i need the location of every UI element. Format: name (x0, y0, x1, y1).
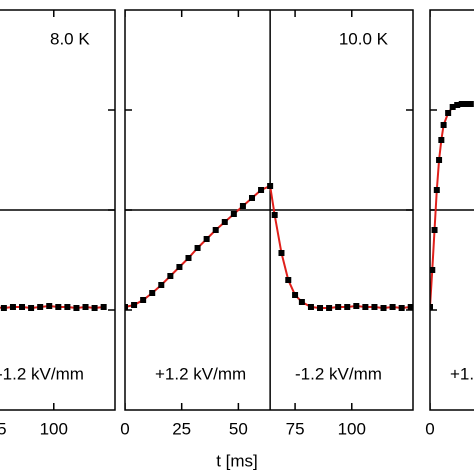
data-point (436, 157, 443, 163)
annotation: 10.0 K (339, 29, 389, 48)
data-point (292, 292, 299, 298)
annotation: +1.2 kV/mm (155, 364, 246, 383)
annotation: -1.2 kV/mm (0, 364, 84, 383)
panel: 0 25 50 75 100 10.0 K +1.2 kV/mm -1.2 kV/mm t [m… (120, 9, 414, 470)
x-axis-label: t [ms] (216, 451, 258, 470)
data-point (28, 305, 35, 311)
data-point (298, 299, 305, 305)
data-point (440, 122, 447, 128)
data-point (194, 245, 201, 251)
data-point (449, 104, 456, 110)
data-point (430, 304, 433, 310)
annotation: -1.2 kV/mm (295, 364, 382, 383)
data-point (73, 305, 80, 311)
data-point (37, 304, 44, 310)
panel-frame (124, 9, 414, 411)
data-point (167, 273, 174, 279)
fit-line (125, 184, 411, 310)
data-point (185, 255, 192, 261)
x-tick-label: 75 (0, 419, 7, 438)
x-tick-label: 25 (172, 419, 191, 438)
data-point (278, 250, 285, 256)
data-point (149, 290, 156, 296)
data-point (82, 304, 89, 310)
plot-area (430, 10, 474, 410)
data-point (317, 305, 324, 311)
data-point (230, 211, 237, 217)
data-point (431, 227, 438, 233)
x-tick-label: 50 (229, 419, 248, 438)
data-point (433, 187, 440, 193)
x-tick-label: 100 (338, 419, 366, 438)
data-point (467, 101, 474, 107)
data-point (46, 303, 53, 309)
data-point (258, 187, 265, 193)
data-point (454, 102, 461, 108)
data-point (326, 305, 333, 311)
x-tick-label: 100 (40, 419, 68, 438)
data-point (55, 304, 62, 310)
plot-area (0, 10, 115, 410)
data-point (445, 110, 452, 116)
data-point (140, 297, 147, 303)
data-point (9, 304, 16, 310)
panel-frame (429, 9, 474, 411)
fit-line (430, 103, 471, 308)
data-point (125, 304, 128, 310)
data-point (380, 305, 387, 311)
data-point (176, 264, 183, 270)
data-point (239, 203, 246, 209)
data-point (212, 227, 219, 233)
data-point (248, 195, 255, 201)
data-point (203, 236, 210, 242)
annotation: +1.2 kV/mm (450, 364, 474, 383)
data-point (458, 101, 465, 107)
data-point (344, 304, 351, 310)
data-point (389, 304, 396, 310)
data-point (398, 305, 405, 311)
data-point (100, 304, 107, 310)
data-point (0, 305, 7, 311)
data-point (271, 212, 278, 218)
data-point (285, 277, 292, 283)
data-point (64, 304, 71, 310)
data-point (407, 304, 413, 310)
data-point (371, 304, 378, 310)
data-point (463, 101, 470, 107)
data-point (158, 282, 165, 288)
data-point (221, 219, 228, 225)
data-point (267, 183, 274, 189)
x-tick-label: 0 (120, 419, 129, 438)
panel-frame (0, 9, 116, 411)
x-tick-label: 75 (286, 419, 305, 438)
x-tick-label: 0 (425, 419, 434, 438)
data-point (353, 303, 360, 309)
annotation: 8.0 K (50, 29, 90, 48)
data-point (438, 137, 445, 143)
data-point (430, 267, 436, 273)
panel: 0 +1.2 kV/mm (425, 9, 474, 438)
data-point (335, 304, 342, 310)
plot-area (125, 10, 413, 410)
data-point (131, 302, 138, 308)
data-point (362, 304, 369, 310)
data-point (307, 304, 314, 310)
data-point (19, 304, 26, 310)
data-point (91, 305, 98, 311)
panel: 75 100 8.0 K -1.2 kV/mm (0, 9, 116, 438)
